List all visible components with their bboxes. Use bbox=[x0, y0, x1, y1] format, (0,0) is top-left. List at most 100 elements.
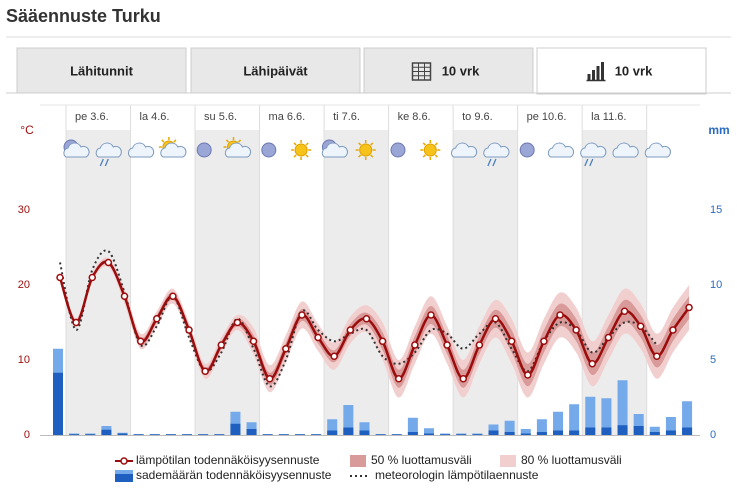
precip-bar bbox=[423, 433, 434, 435]
precip-upper-bar bbox=[504, 420, 515, 435]
legend-item[interactable]: 50 % luottamusväli bbox=[350, 453, 472, 467]
weather-icon bbox=[223, 137, 252, 158]
icon-rain bbox=[487, 158, 497, 167]
legend-item[interactable]: 80 % luottamusväli bbox=[500, 453, 622, 467]
tab[interactable]: 10 vrk bbox=[363, 47, 534, 94]
tab-background bbox=[536, 47, 707, 95]
precip-bar bbox=[311, 434, 322, 435]
y2-tick-label: 0 bbox=[710, 429, 716, 441]
precip-upper-bar bbox=[601, 398, 612, 435]
weather-icon bbox=[128, 142, 155, 158]
temperature-marker bbox=[120, 292, 129, 300]
legend-swatch-upper bbox=[115, 470, 133, 474]
precip-bar bbox=[149, 434, 160, 435]
tab-label: Lähitunnit bbox=[70, 63, 133, 78]
temperature-marker bbox=[217, 341, 226, 349]
temperature-marker bbox=[394, 375, 403, 383]
icon-rain bbox=[99, 158, 109, 167]
icon-ray bbox=[434, 142, 438, 146]
temperature-marker bbox=[169, 292, 177, 300]
icon-cloud bbox=[451, 142, 478, 158]
precip-bar bbox=[214, 434, 225, 435]
icon-moon bbox=[390, 142, 406, 158]
icon-sun bbox=[294, 143, 308, 157]
temperature-marker bbox=[588, 360, 597, 368]
temperature-marker bbox=[153, 315, 161, 323]
temperature-marker bbox=[265, 375, 274, 383]
weather-icon bbox=[261, 142, 277, 158]
precip-bar bbox=[101, 429, 112, 435]
icon-ray bbox=[173, 139, 177, 143]
temperature-marker bbox=[56, 273, 64, 282]
temperature-marker bbox=[475, 341, 484, 349]
legend-item[interactable]: sademäärän todennäköisyysennuste bbox=[115, 468, 332, 482]
precip-upper-bar bbox=[649, 426, 660, 435]
legend-item[interactable]: lämpötilan todennäköisyysennuste bbox=[115, 453, 320, 467]
icon-ray bbox=[305, 142, 309, 146]
weather-icon bbox=[355, 140, 376, 160]
precip-upper-bar bbox=[569, 404, 580, 435]
icon-cloud bbox=[644, 142, 671, 158]
y-tick-label: 30 bbox=[18, 204, 30, 216]
icon-bar bbox=[592, 70, 595, 80]
icon-ray bbox=[358, 142, 362, 146]
weather-icon bbox=[158, 137, 187, 158]
icon-bar bbox=[587, 74, 591, 80]
temperature-marker bbox=[249, 337, 258, 345]
temperature-marker bbox=[282, 345, 290, 353]
precip-bar bbox=[165, 434, 176, 435]
temperature-marker bbox=[685, 303, 693, 312]
temperature-marker bbox=[572, 326, 580, 334]
precip-upper-bar bbox=[553, 411, 564, 435]
icon-bar bbox=[596, 66, 600, 80]
chart: pe 3.6. la 4.6. su 5.6. ma 6.6. ti 7.6. ke 8.… bbox=[18, 104, 730, 482]
page-title: Sääennuste Turku bbox=[6, 6, 161, 26]
precip-bar bbox=[520, 433, 531, 435]
precip-upper-bar bbox=[423, 428, 434, 435]
chart-icon bbox=[586, 62, 606, 82]
precip-upper-bar bbox=[407, 417, 418, 435]
day-label: su 5.6. bbox=[204, 111, 237, 123]
icon-cloud bbox=[224, 142, 252, 158]
precip-bar bbox=[85, 434, 96, 435]
precip-bar bbox=[246, 429, 257, 435]
precip-bar bbox=[504, 432, 515, 435]
icon-moon bbox=[261, 142, 277, 158]
icon-ray bbox=[370, 154, 374, 158]
precip-bar bbox=[198, 434, 209, 435]
day-shade bbox=[582, 130, 647, 435]
temperature-marker bbox=[378, 337, 387, 345]
icon-cloud bbox=[483, 142, 510, 158]
tab[interactable]: Lähitunnit bbox=[16, 47, 187, 94]
temperature-marker bbox=[88, 273, 97, 282]
day-label: ke 8.6. bbox=[398, 111, 431, 123]
weather-icon bbox=[612, 142, 639, 158]
temperature-marker bbox=[491, 315, 500, 323]
icon-rain bbox=[584, 158, 594, 167]
temperature-marker bbox=[314, 333, 322, 342]
weather-icon bbox=[63, 139, 90, 158]
temperature-marker bbox=[459, 375, 467, 383]
icon-bar bbox=[601, 62, 604, 80]
temperature-marker bbox=[524, 371, 532, 379]
forecast-line bbox=[58, 260, 691, 381]
precip-upper-bar bbox=[682, 401, 693, 435]
y-tick-label: 0 bbox=[24, 429, 30, 441]
icon-ray bbox=[422, 142, 426, 146]
tab-bar: Lähitunnit Lähipäivät 10 vrk 10 vrk bbox=[16, 47, 707, 95]
precip-bar bbox=[117, 433, 128, 435]
temperature-marker bbox=[604, 333, 613, 342]
weather-icon bbox=[196, 142, 212, 158]
tab[interactable]: Lähipäivät bbox=[190, 47, 361, 94]
precip-bar bbox=[294, 434, 305, 435]
tab[interactable]: 10 vrk bbox=[536, 47, 707, 95]
temperature-marker bbox=[636, 322, 645, 330]
precip-bar bbox=[682, 427, 693, 435]
temperature-marker bbox=[620, 307, 629, 315]
icon-ray bbox=[305, 154, 309, 158]
temperature-marker bbox=[427, 311, 435, 319]
y-tick-label: 10 bbox=[18, 354, 30, 366]
legend-item[interactable]: meteorologin lämpötilaennuste bbox=[350, 468, 539, 482]
precip-bar bbox=[343, 427, 354, 435]
